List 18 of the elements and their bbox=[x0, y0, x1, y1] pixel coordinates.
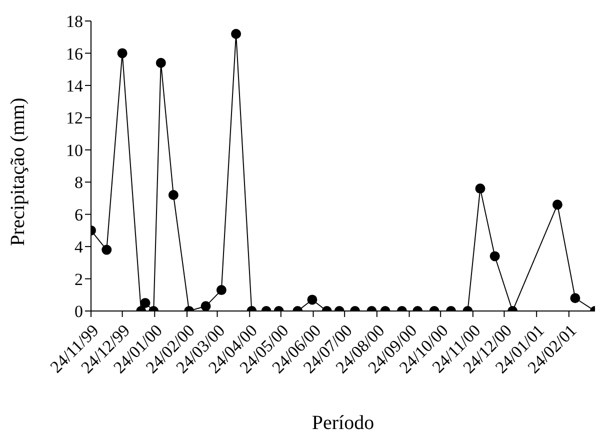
point bbox=[156, 58, 166, 68]
y-tick-label: 14 bbox=[66, 76, 84, 96]
y-tick-label: 0 bbox=[74, 302, 83, 322]
y-tick-label: 18 bbox=[66, 12, 83, 32]
point bbox=[552, 200, 562, 210]
point bbox=[231, 28, 242, 39]
y-tick-label: 16 bbox=[66, 44, 83, 64]
x-axis-title: Período bbox=[312, 412, 374, 434]
y-tick-label: 4 bbox=[74, 238, 84, 257]
y-tick-label: 8 bbox=[74, 173, 83, 192]
y-axis-title: Precipitação (mm) bbox=[7, 98, 30, 246]
point bbox=[475, 184, 486, 194]
y-tick-label: 10 bbox=[66, 140, 83, 160]
point bbox=[117, 48, 128, 58]
y-tick-label: 6 bbox=[74, 205, 83, 224]
point bbox=[168, 190, 178, 200]
y-tick-label: 12 bbox=[66, 108, 83, 128]
y-tick-label: 2 bbox=[74, 270, 83, 289]
